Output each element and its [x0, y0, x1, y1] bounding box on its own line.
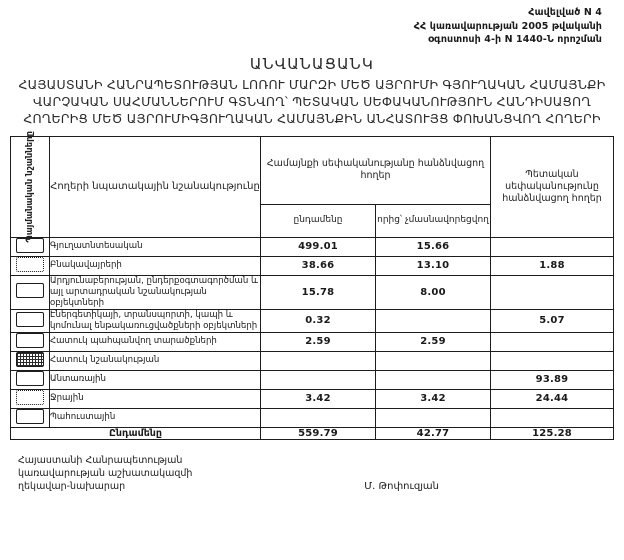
column-header-subtotal: ընդամենը — [260, 203, 376, 238]
row-label: Արդյունաբերության, ընդերքօգտագործման և ա… — [49, 274, 261, 310]
value-state — [490, 407, 614, 428]
table-row: Գյուղատնտեսական 499.01 15.66 — [10, 236, 614, 257]
total-community-total: 559.79 — [260, 426, 376, 440]
total-state: 125.28 — [490, 426, 614, 440]
value-state: 1.88 — [490, 255, 614, 276]
legend-swatch-icon — [16, 332, 44, 348]
value-community-total: 2.59 — [260, 331, 376, 352]
legend-swatch-icon — [16, 370, 44, 386]
table-body: Գյուղատնտեսական 499.01 15.66 Բնակավայրեր… — [10, 236, 614, 440]
value-community-nonprivatized: 2.59 — [375, 331, 491, 352]
row-label: Բնակավայրերի — [49, 255, 261, 276]
value-community-nonprivatized: 3.42 — [375, 388, 491, 409]
land-allocation-table: Պայմանական նշանները Հողերի նպատակային նշ… — [10, 131, 614, 440]
title-block: ԱՆՎԱՆԱՑԱՆԿ ՀԱՅԱՍՏԱՆԻ ՀԱՆՐԱՊԵՏՈՒԹՅԱՆ ԼՈՌՈ… — [0, 55, 624, 127]
column-header-state-ownership: Պետական սեփականությունը հանձնվացող հողեր — [490, 135, 614, 238]
column-header-nonprivatized: որից՝ չմասնավորեցվող — [375, 203, 491, 238]
sign-cell — [10, 369, 50, 390]
value-state: 93.89 — [490, 369, 614, 390]
row-label: Անտառային — [49, 369, 261, 390]
column-header-land-purpose: Հողերի նպատակային նշանակությունը — [49, 135, 261, 238]
value-community-total — [260, 369, 376, 390]
row-label: Էներգետիկայի, տրանսպորտի, կապի և կոմունա… — [49, 308, 261, 333]
value-state — [490, 274, 614, 310]
legend-swatch-icon — [16, 351, 44, 367]
row-label: Գյուղատնտեսական — [49, 236, 261, 257]
value-state: 24.44 — [490, 388, 614, 409]
value-community-total — [260, 407, 376, 428]
total-row-label: Ընդամենը — [10, 426, 261, 440]
value-community-nonprivatized: 13.10 — [375, 255, 491, 276]
table-row: Անտառային 93.89 — [10, 369, 614, 390]
footer-line-2: կառավարության աշխատակազմի — [18, 467, 193, 479]
land-table-wrapper: Պայմանական նշանները Հողերի նպատակային նշ… — [10, 131, 614, 440]
row-label: Պահուստային — [49, 407, 261, 428]
table-row: Բնակավայրերի 38.66 13.10 1.88 — [10, 255, 614, 276]
document-reference-block: Հավելված N 4 ՀՀ կառավարության 2005 թվակա… — [0, 0, 624, 47]
value-state: 5.07 — [490, 308, 614, 333]
total-community-nonprivatized: 42.77 — [375, 426, 491, 440]
reference-line-1: Հավելված N 4 — [528, 7, 602, 18]
value-community-nonprivatized — [375, 407, 491, 428]
footer-signatory-title: Հայաստանի Հանրապետության կառավարության ա… — [18, 454, 192, 493]
reference-line-3: օգոստոսի 4-ի N 1440-Ն որոշման — [428, 34, 602, 45]
legend-swatch-icon — [16, 311, 44, 327]
footer-signatory-name: Մ. Թոփուզյան — [364, 480, 439, 492]
value-community-total — [260, 350, 376, 371]
legend-swatch-icon — [16, 408, 44, 424]
header-row-top: Պայմանական նշանները Հողերի նպատակային նշ… — [10, 131, 614, 242]
table-total-row: Ընդամենը 559.79 42.77 125.28 — [10, 426, 614, 440]
footer-line-3: ղեկավար-նախարար — [18, 480, 126, 492]
value-state — [490, 350, 614, 371]
table-row: Հատուկ պահպանվող տարածքների 2.59 2.59 — [10, 331, 614, 352]
value-community-nonprivatized — [375, 369, 491, 390]
row-label: Հատուկ նշանակության — [49, 350, 261, 371]
value-community-nonprivatized: 15.66 — [375, 236, 491, 257]
legend-swatch-icon — [16, 389, 44, 405]
sign-cell — [10, 255, 50, 276]
column-header-conditional-signs: Պայմանական նշանները — [10, 131, 50, 242]
value-community-total: 15.78 — [260, 274, 376, 310]
sign-cell — [10, 350, 50, 371]
sign-cell — [10, 331, 50, 352]
value-state — [490, 331, 614, 352]
value-community-nonprivatized — [375, 350, 491, 371]
column-header-conditional-signs-label: Պայմանական նշանները — [24, 130, 35, 243]
document-footer: Հայաստանի Հանրապետության կառավարության ա… — [0, 454, 624, 493]
sign-cell — [10, 274, 50, 310]
footer-line-1: Հայաստանի Հանրապետության — [18, 454, 183, 466]
page-title: ԱՆՎԱՆԱՑԱՆԿ — [249, 54, 375, 73]
legend-swatch-icon — [16, 237, 44, 253]
table-head: Պայմանական նշանները Հողերի նպատակային նշ… — [10, 131, 614, 242]
value-community-nonprivatized — [375, 308, 491, 333]
row-label: Ջրային — [49, 388, 261, 409]
column-header-community-ownership: Համայնքի սեփականությանը հանձնվացող հողեր — [260, 135, 491, 205]
value-community-total: 0.32 — [260, 308, 376, 333]
table-row: Ջրային 3.42 3.42 24.44 — [10, 388, 614, 409]
value-state — [490, 236, 614, 257]
subtitle-line-2: ՎԱՐՉԱԿԱՆ ՍԱՀՄԱՆՆԵՐՈՒՄ ԳՏՆՎՈՂ՝ ՊԵՏԱԿԱՆ ՍԵ… — [33, 93, 591, 109]
value-community-total: 3.42 — [260, 388, 376, 409]
subtitle-line-3: ՀՈՂԵՐԻՑ ՄԵԾ ԱՅՐՈՒՄԻԳՅՈՒՂԱԿԱՆ ՀԱՄԱՅՆՔԻՆ Ա… — [23, 110, 601, 126]
sign-cell — [10, 308, 50, 333]
page-subtitle: ՀԱՅԱՍՏԱՆԻ ՀԱՆՐԱՊԵՏՈՒԹՅԱՆ ԼՈՌՈՒ ՄԱՐԶԻ ՄԵԾ… — [0, 76, 624, 127]
table-row: Էներգետիկայի, տրանսպորտի, կապի և կոմունա… — [10, 308, 614, 333]
table-row: Պահուստային — [10, 407, 614, 428]
reference-line-2: ՀՀ կառավարության 2005 թվականի — [413, 20, 602, 32]
subtitle-line-1: ՀԱՅԱՍՏԱՆԻ ՀԱՆՐԱՊԵՏՈՒԹՅԱՆ ԼՈՌՈՒ ՄԱՐԶԻ ՄԵԾ… — [18, 76, 606, 92]
legend-swatch-icon — [16, 256, 44, 272]
sign-cell — [10, 407, 50, 428]
legend-swatch-icon — [16, 283, 44, 298]
row-label: Հատուկ պահպանվող տարածքների — [49, 331, 261, 352]
table-row: Արդյունաբերության, ընդերքօգտագործման և ա… — [10, 274, 614, 310]
header-row-sub: ընդամենը որից՝ չմասնավորեցվող — [11, 203, 614, 238]
table-row: Հատուկ նշանակության — [10, 350, 614, 371]
value-community-total: 38.66 — [260, 255, 376, 276]
value-community-total: 499.01 — [260, 236, 376, 257]
value-community-nonprivatized: 8.00 — [375, 274, 491, 310]
sign-cell — [10, 388, 50, 409]
